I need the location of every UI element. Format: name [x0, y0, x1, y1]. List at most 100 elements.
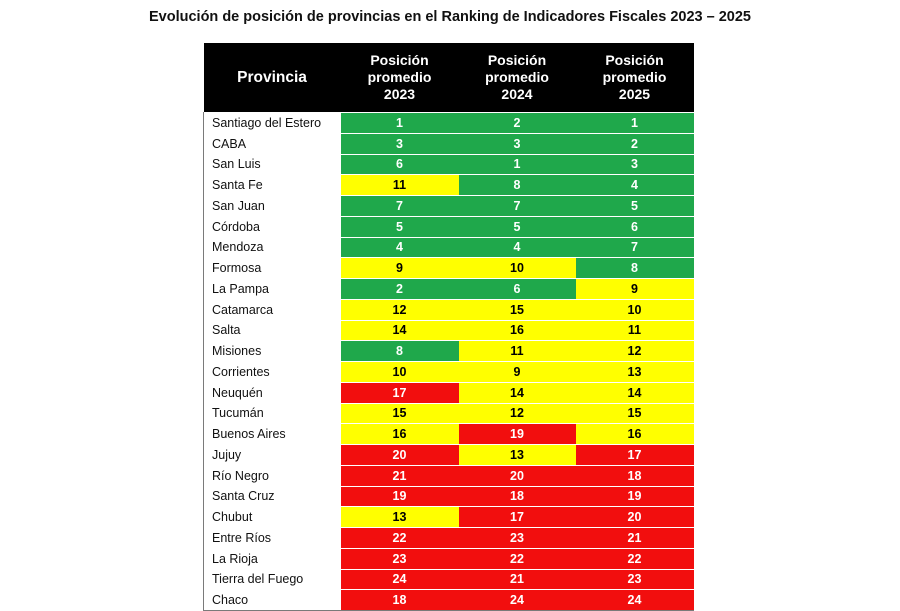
column-header-line: promedio [602, 69, 667, 85]
position-2024-cell: 7 [458, 195, 576, 217]
position-2023-cell: 22 [340, 527, 459, 549]
position-2024-cell: 3 [458, 132, 576, 154]
position-2024-cell: 17 [458, 506, 576, 528]
page-title: Evolución de posición de provincias en e… [149, 9, 751, 25]
position-2025-cell: 8 [575, 257, 694, 279]
province-name-cell: Salta [203, 319, 341, 341]
position-2025-cell: 13 [575, 361, 694, 383]
table-row: Catamarca 12 15 10 [203, 298, 694, 320]
position-2023-cell: 11 [340, 174, 459, 196]
table-row: Mendoza 4 4 7 [203, 236, 694, 258]
position-2023-cell: 14 [340, 319, 459, 341]
position-2023-cell: 20 [340, 444, 459, 466]
province-name-cell: Chaco [203, 589, 341, 611]
table-row: Formosa 9 10 8 [203, 257, 694, 279]
column-header-provincia-label: Provincia [237, 69, 307, 86]
position-2023-cell: 7 [340, 195, 459, 217]
province-name-cell: Córdoba [203, 215, 341, 237]
position-2023-cell: 16 [340, 423, 459, 445]
table-row: La Pampa 2 6 9 [203, 278, 694, 300]
table-row: Chubut 13 17 20 [203, 506, 694, 528]
province-name-cell: Chubut [203, 506, 341, 528]
position-2023-cell: 6 [340, 153, 459, 175]
column-header-line: 2024 [501, 86, 533, 102]
position-2025-cell: 18 [575, 464, 694, 486]
position-2025-cell: 7 [575, 236, 694, 258]
province-name-cell: Formosa [203, 257, 341, 279]
position-2023-cell: 13 [340, 506, 459, 528]
province-name-cell: La Rioja [203, 547, 341, 569]
position-2025-cell: 17 [575, 444, 694, 466]
position-2024-cell: 15 [458, 298, 576, 320]
position-2024-cell: 18 [458, 485, 576, 507]
table-row: San Luis 6 1 3 [203, 153, 694, 175]
column-header-line: 2025 [618, 86, 651, 102]
position-2025-cell: 19 [575, 485, 694, 507]
province-name-cell: Buenos Aires [203, 423, 341, 445]
position-2025-cell: 4 [575, 174, 694, 196]
table-row: Neuquén 17 14 14 [203, 381, 694, 403]
position-2023-cell: 4 [340, 236, 459, 258]
position-2024-cell: 23 [458, 527, 576, 549]
province-name-cell: Corrientes [203, 361, 341, 383]
position-2024-cell: 6 [458, 278, 576, 300]
position-2023-cell: 2 [340, 278, 459, 300]
position-2024-cell: 5 [458, 215, 576, 237]
province-name-cell: La Pampa [203, 278, 341, 300]
position-2025-cell: 11 [575, 319, 694, 341]
table-row: Entre Ríos 22 23 21 [203, 527, 694, 549]
province-name-cell: Tierra del Fuego [203, 568, 341, 590]
position-2024-cell: 2 [458, 112, 576, 134]
position-2024-cell: 9 [458, 361, 576, 383]
column-header-line: Posición [605, 52, 664, 68]
position-2025-cell: 9 [575, 278, 694, 300]
position-2025-cell: 1 [575, 112, 694, 134]
table-body: Santiago del Estero 1 2 1 CABA 3 3 2 San Luis 6 1 3… [203, 112, 694, 611]
province-name-cell: Entre Ríos [203, 527, 341, 549]
table-row: Jujuy 20 13 17 [203, 444, 694, 466]
province-name-cell: Santa Fe [203, 174, 341, 196]
table-row: CABA 3 3 2 [203, 132, 694, 154]
position-2023-cell: 21 [340, 464, 459, 486]
position-2024-cell: 16 [458, 319, 576, 341]
province-name-cell: San Luis [203, 153, 341, 175]
table-row: Corrientes 10 9 13 [203, 361, 694, 383]
position-2025-cell: 21 [575, 527, 694, 549]
position-2024-cell: 11 [458, 340, 576, 362]
position-2025-cell: 10 [575, 298, 694, 320]
table-row: Santa Cruz 19 18 19 [203, 485, 694, 507]
position-2023-cell: 3 [340, 132, 459, 154]
position-2025-cell: 22 [575, 547, 694, 569]
position-2023-cell: 24 [340, 568, 459, 590]
position-2025-cell: 24 [575, 589, 694, 611]
table-row: San Juan 7 7 5 [203, 195, 694, 217]
column-header-line: 2023 [383, 86, 416, 102]
position-2024-cell: 21 [458, 568, 576, 590]
column-header-line: Posición [487, 52, 547, 68]
table-row: Misiones 8 11 12 [203, 340, 694, 362]
position-2023-cell: 12 [340, 298, 459, 320]
position-2025-cell: 23 [575, 568, 694, 590]
position-2023-cell: 8 [340, 340, 459, 362]
position-2025-cell: 12 [575, 340, 694, 362]
province-name-cell: Neuquén [203, 381, 341, 403]
position-2023-cell: 23 [340, 547, 459, 569]
province-name-cell: CABA [203, 132, 341, 154]
position-2025-cell: 6 [575, 215, 694, 237]
province-name-cell: Santiago del Estero [203, 112, 341, 134]
column-header-line: Posición [370, 52, 429, 68]
position-2024-cell: 20 [458, 464, 576, 486]
position-2024-cell: 4 [458, 236, 576, 258]
column-header-line: promedio [367, 69, 432, 85]
province-name-cell: Misiones [203, 340, 341, 362]
position-2023-cell: 15 [340, 402, 459, 424]
table-row: Santiago del Estero 1 2 1 [203, 112, 694, 134]
column-header-2025: Posición promedio 2025 [575, 43, 694, 113]
table-row: Río Negro 21 20 18 [203, 464, 694, 486]
province-name-cell: Tucumán [203, 402, 341, 424]
position-2024-cell: 13 [458, 444, 576, 466]
table-row: Salta 14 16 11 [203, 319, 694, 341]
table-row: La Rioja 23 22 22 [203, 547, 694, 569]
position-2023-cell: 5 [340, 215, 459, 237]
province-name-cell: Jujuy [203, 444, 341, 466]
